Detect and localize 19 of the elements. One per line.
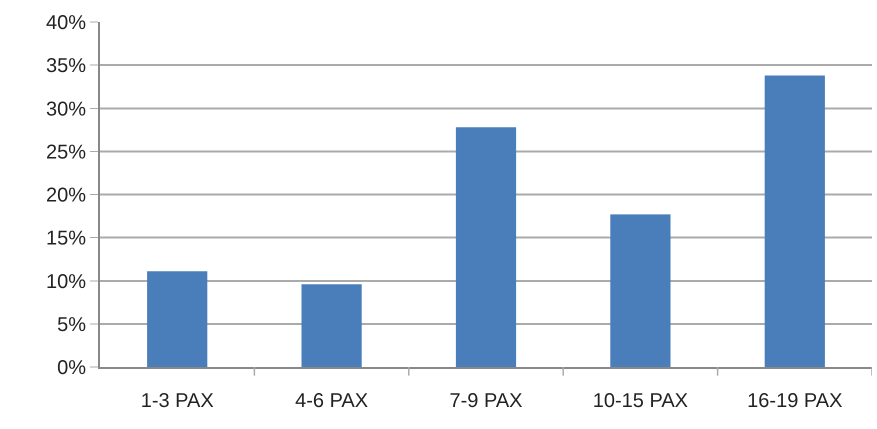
y-tick-label: 35%	[46, 55, 86, 78]
y-tick-label: 25%	[46, 141, 86, 164]
bar	[610, 214, 671, 367]
y-tick-label: 30%	[46, 98, 86, 120]
y-tick-label: 10%	[46, 270, 86, 293]
bar	[764, 75, 825, 367]
x-tick-label: 1-3 PAX	[140, 390, 214, 412]
x-tick-label: 4-6 PAX	[295, 390, 368, 412]
x-tick-label: 10-15 PAX	[592, 390, 688, 412]
y-tick-label: 20%	[46, 184, 86, 206]
y-tick-label: 40%	[46, 12, 86, 34]
bar	[147, 271, 208, 367]
y-tick-label: 15%	[46, 228, 86, 250]
y-tick-label: 5%	[57, 314, 86, 336]
bar	[301, 284, 362, 367]
x-tick-label: 16-19 PAX	[747, 390, 842, 412]
y-tick-label: 0%	[57, 357, 86, 379]
bar	[456, 127, 516, 367]
x-tick-label: 7-9 PAX	[450, 390, 522, 412]
